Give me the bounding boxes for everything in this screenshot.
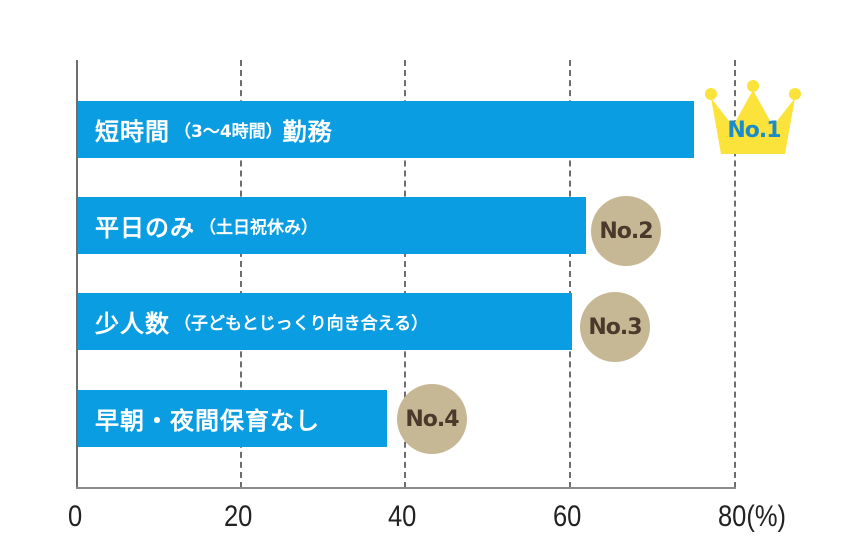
bar-label-sub: （3〜4時間）: [174, 122, 283, 142]
x-tick-40: 40: [388, 500, 417, 533]
gridline-60: [569, 60, 571, 488]
x-tick-20: 20: [224, 500, 253, 533]
bar-label-sub: （土日祝休み）: [199, 218, 318, 238]
rank-badge-1: No.1: [727, 118, 781, 143]
bar-label-tail: 勤務: [282, 118, 333, 146]
bar-label-main: 平日のみ: [95, 214, 195, 242]
gridline-40: [404, 60, 406, 488]
bar-weekdays-only: 平日のみ （土日祝休み）: [77, 197, 586, 254]
rank-badge-2: No.2: [591, 196, 661, 266]
x-tick-0: 0: [68, 500, 83, 533]
rank-badge-4: No.4: [397, 384, 467, 454]
crown-icon: [705, 80, 801, 154]
y-axis-line: [76, 60, 78, 489]
gridline-20: [240, 60, 242, 488]
bar-short-hours: 短時間 （3〜4時間） 勤務: [77, 101, 694, 158]
bar-label-main: 少人数: [95, 310, 170, 338]
x-tick-80-percent: 80(%): [718, 500, 787, 533]
rank-badge-3: No.3: [580, 292, 650, 362]
x-axis-line: [76, 487, 736, 489]
bar-label-main: 短時間: [95, 118, 170, 146]
bar-small-group: 少人数 （子どもとじっくり向き合える）: [77, 293, 572, 350]
x-tick-60: 60: [553, 500, 582, 533]
bar-no-early-night-care: 早朝・夜間保育なし: [77, 390, 387, 447]
bar-label-sub: （子どもとじっくり向き合える）: [174, 314, 429, 334]
gridline-80: [734, 60, 736, 488]
bar-label-main: 早朝・夜間保育なし: [95, 407, 320, 435]
